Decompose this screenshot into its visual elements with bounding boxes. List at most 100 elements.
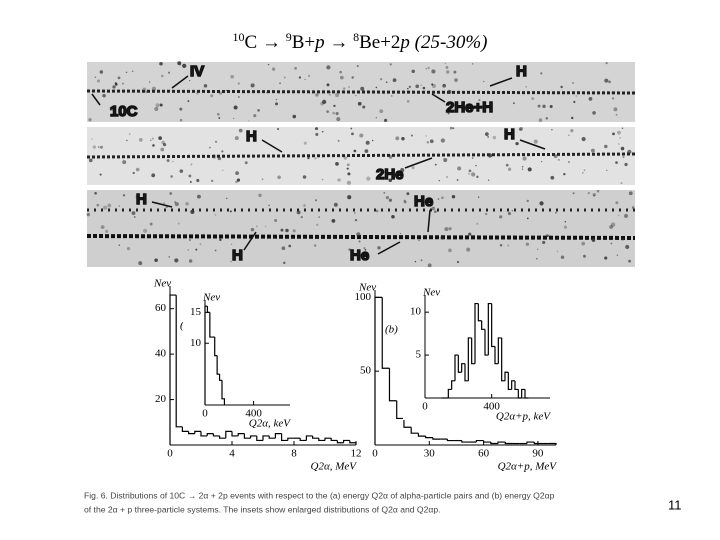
grain xyxy=(298,76,302,79)
grain xyxy=(616,254,618,256)
histogram-bin xyxy=(396,400,404,420)
grain xyxy=(427,263,432,268)
histogram-bin xyxy=(403,418,412,428)
x-tick-label: 30 xyxy=(424,448,436,460)
arrow xyxy=(151,201,173,208)
histogram-bin xyxy=(262,435,270,441)
grain xyxy=(292,229,296,233)
grain xyxy=(255,225,258,228)
histogram-bin xyxy=(200,431,208,437)
title-part: (25-30%) xyxy=(410,32,488,53)
grain xyxy=(148,81,151,83)
grain xyxy=(187,249,189,251)
histogram-bin xyxy=(504,371,509,381)
grain xyxy=(568,161,570,163)
grain xyxy=(316,223,319,227)
grain xyxy=(267,63,270,66)
grain xyxy=(210,179,214,183)
grain xyxy=(377,246,381,250)
grain xyxy=(587,192,590,195)
grain xyxy=(383,118,388,123)
grain xyxy=(179,107,183,111)
grain xyxy=(618,143,620,145)
grain xyxy=(102,93,106,98)
histogram-bin xyxy=(219,435,226,439)
grain xyxy=(628,259,632,263)
grain xyxy=(315,93,319,97)
title-part: 8 xyxy=(353,30,359,44)
grain xyxy=(581,241,586,246)
grain xyxy=(279,82,281,85)
histogram-bin xyxy=(204,305,208,405)
grain xyxy=(300,216,303,219)
grain xyxy=(410,134,413,137)
histogram-bin xyxy=(483,440,491,443)
histogram-bin xyxy=(474,302,479,364)
grain xyxy=(117,76,121,80)
grain xyxy=(335,112,339,116)
grain xyxy=(161,140,165,145)
grain xyxy=(163,202,165,205)
grain xyxy=(549,105,553,109)
grain xyxy=(442,83,446,88)
grain xyxy=(573,100,576,104)
grain xyxy=(362,105,366,109)
x-tick-label: 12 xyxy=(351,448,362,460)
grain xyxy=(346,163,350,167)
grain xyxy=(142,87,147,92)
grain xyxy=(570,128,574,133)
histogram-bin xyxy=(281,433,288,442)
grain xyxy=(329,91,331,94)
grain xyxy=(218,117,221,120)
grain xyxy=(258,193,262,198)
histogram-bin xyxy=(526,441,535,444)
histogram-bin xyxy=(410,427,419,434)
grain xyxy=(515,141,519,146)
grain xyxy=(620,146,625,151)
histogram-bin xyxy=(330,438,338,442)
grain xyxy=(385,196,390,200)
grain xyxy=(505,163,509,167)
grain xyxy=(542,240,546,245)
grain xyxy=(437,198,440,200)
grain xyxy=(221,150,224,153)
grain xyxy=(452,127,455,130)
grain xyxy=(371,139,374,142)
grain xyxy=(321,99,327,105)
grain xyxy=(438,179,441,182)
grain xyxy=(214,140,218,143)
grain xyxy=(526,199,529,203)
panel-label: (b) xyxy=(385,324,398,336)
histogram-bin xyxy=(497,337,502,364)
grain xyxy=(303,141,307,145)
grain xyxy=(277,128,280,131)
grain xyxy=(196,178,200,183)
grain xyxy=(622,155,625,159)
grain xyxy=(96,203,100,207)
grain xyxy=(476,175,479,179)
grain xyxy=(160,147,165,152)
grain xyxy=(236,178,241,182)
grain xyxy=(219,91,223,95)
grain xyxy=(187,100,190,103)
histogram-bin xyxy=(497,441,506,444)
grain xyxy=(128,133,131,136)
grain xyxy=(107,203,112,208)
grain xyxy=(168,71,171,74)
grain xyxy=(359,133,364,138)
grain xyxy=(448,227,452,231)
grain xyxy=(304,78,306,81)
grain xyxy=(237,82,240,85)
grain xyxy=(172,160,174,163)
grain xyxy=(379,109,384,114)
track xyxy=(86,152,636,159)
histogram-bin xyxy=(487,302,492,356)
arrow xyxy=(91,93,101,106)
grain xyxy=(593,195,595,197)
grain xyxy=(122,194,126,197)
histogram-bin xyxy=(250,435,257,439)
histogram-bin xyxy=(471,337,475,365)
grain xyxy=(364,149,369,154)
grain xyxy=(440,235,445,240)
